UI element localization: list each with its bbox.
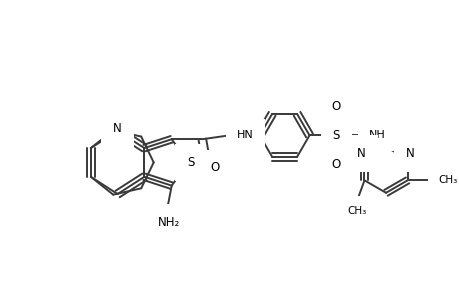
Text: NH: NH — [368, 130, 385, 140]
Text: O: O — [331, 158, 340, 171]
Text: CH₃: CH₃ — [347, 206, 366, 216]
Text: N: N — [405, 147, 414, 160]
Text: O: O — [331, 100, 340, 113]
Text: O: O — [210, 161, 219, 174]
Text: NH₂: NH₂ — [157, 215, 179, 229]
Text: N: N — [113, 122, 122, 135]
Text: CH₃: CH₃ — [437, 176, 456, 185]
Text: N: N — [357, 147, 365, 160]
Text: HN: HN — [236, 130, 253, 140]
Text: S: S — [332, 129, 339, 142]
Text: S: S — [186, 156, 194, 169]
